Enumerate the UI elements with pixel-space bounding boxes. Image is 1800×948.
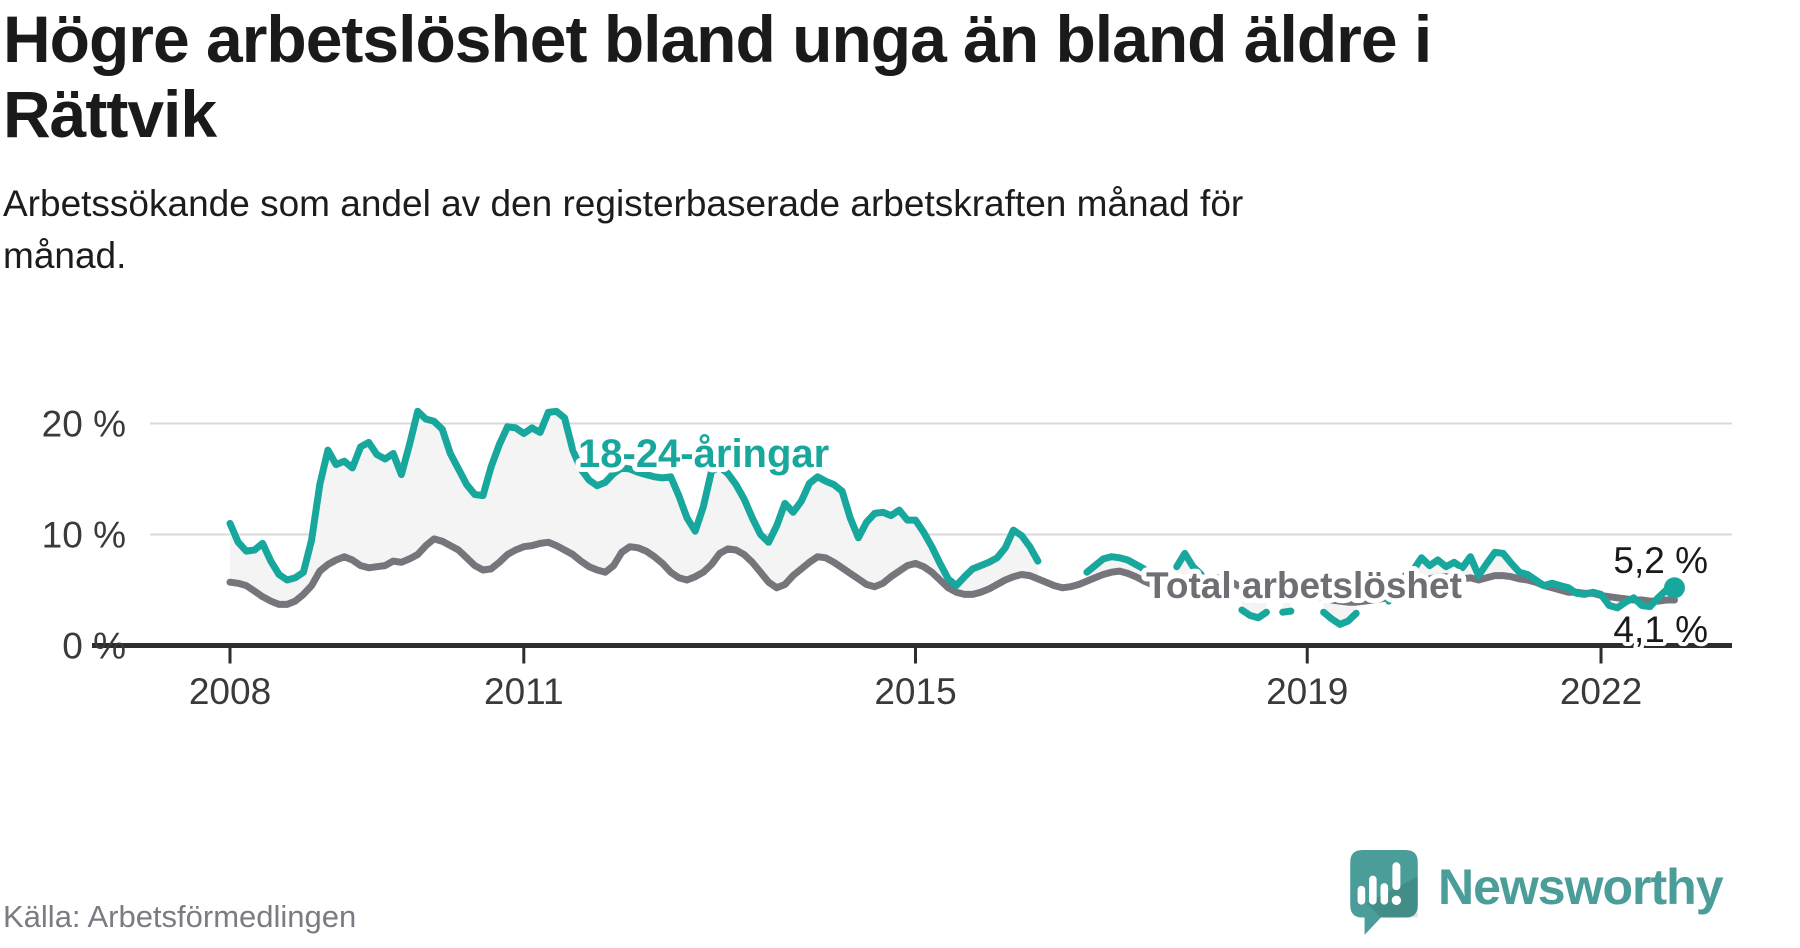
youth-unemployment-line — [1238, 606, 1270, 622]
youth-unemployment-line — [1279, 607, 1295, 616]
x-axis-label: 2019 — [1266, 671, 1348, 712]
x-axis-label: 2008 — [189, 671, 271, 712]
y-axis-label: 0 % — [62, 626, 126, 667]
chart-header: Högre arbetslöshet bland unga än bland ä… — [3, 2, 1743, 282]
total-unemployment-line — [226, 535, 1678, 608]
source-note: Källa: Arbetsförmedlingen — [3, 899, 357, 934]
youth-unemployment-line — [1173, 549, 1205, 578]
subtitle-line-2: månad. — [3, 235, 127, 277]
title-line-2: Rättvik — [3, 77, 217, 152]
newsworthy-wordmark: Newsworthy — [1438, 859, 1724, 915]
youth-series-label: 18-24-åringar — [578, 432, 829, 476]
page-title: Högre arbetslöshet bland unga än bland ä… — [3, 2, 1743, 152]
total-series-label: Total arbetslöshet — [1146, 565, 1462, 606]
x-axis-label: 2011 — [484, 671, 564, 712]
series-band-fill — [230, 411, 1038, 605]
x-axis-label: 2015 — [874, 671, 956, 712]
newsworthy-bubble-icon — [1350, 850, 1418, 935]
subtitle-line-1: Arbetssökande som andel av den registerb… — [3, 183, 1244, 225]
youth-unemployment-line — [1083, 553, 1148, 576]
title-line-1: Högre arbetslöshet bland unga än bland ä… — [3, 2, 1432, 76]
youth-unemployment-line — [1320, 608, 1360, 628]
youth-unemployment-line — [226, 407, 1042, 590]
youth-unemployment-line — [1385, 548, 1678, 612]
newsworthy-logo: Newsworthy — [1350, 850, 1724, 938]
youth-end-value-label: 5,2 % — [1613, 540, 1708, 581]
youth-end-dot — [1663, 577, 1685, 599]
y-axis-label: 10 % — [42, 515, 126, 556]
x-axis-label: 2022 — [1560, 671, 1642, 712]
chart-subtitle: Arbetssökande som andel av den registerb… — [3, 178, 1743, 282]
total-end-value-label: 4,1 % — [1613, 609, 1708, 650]
series-band-fill — [1282, 594, 1291, 613]
y-axis-label: 20 % — [42, 404, 126, 445]
